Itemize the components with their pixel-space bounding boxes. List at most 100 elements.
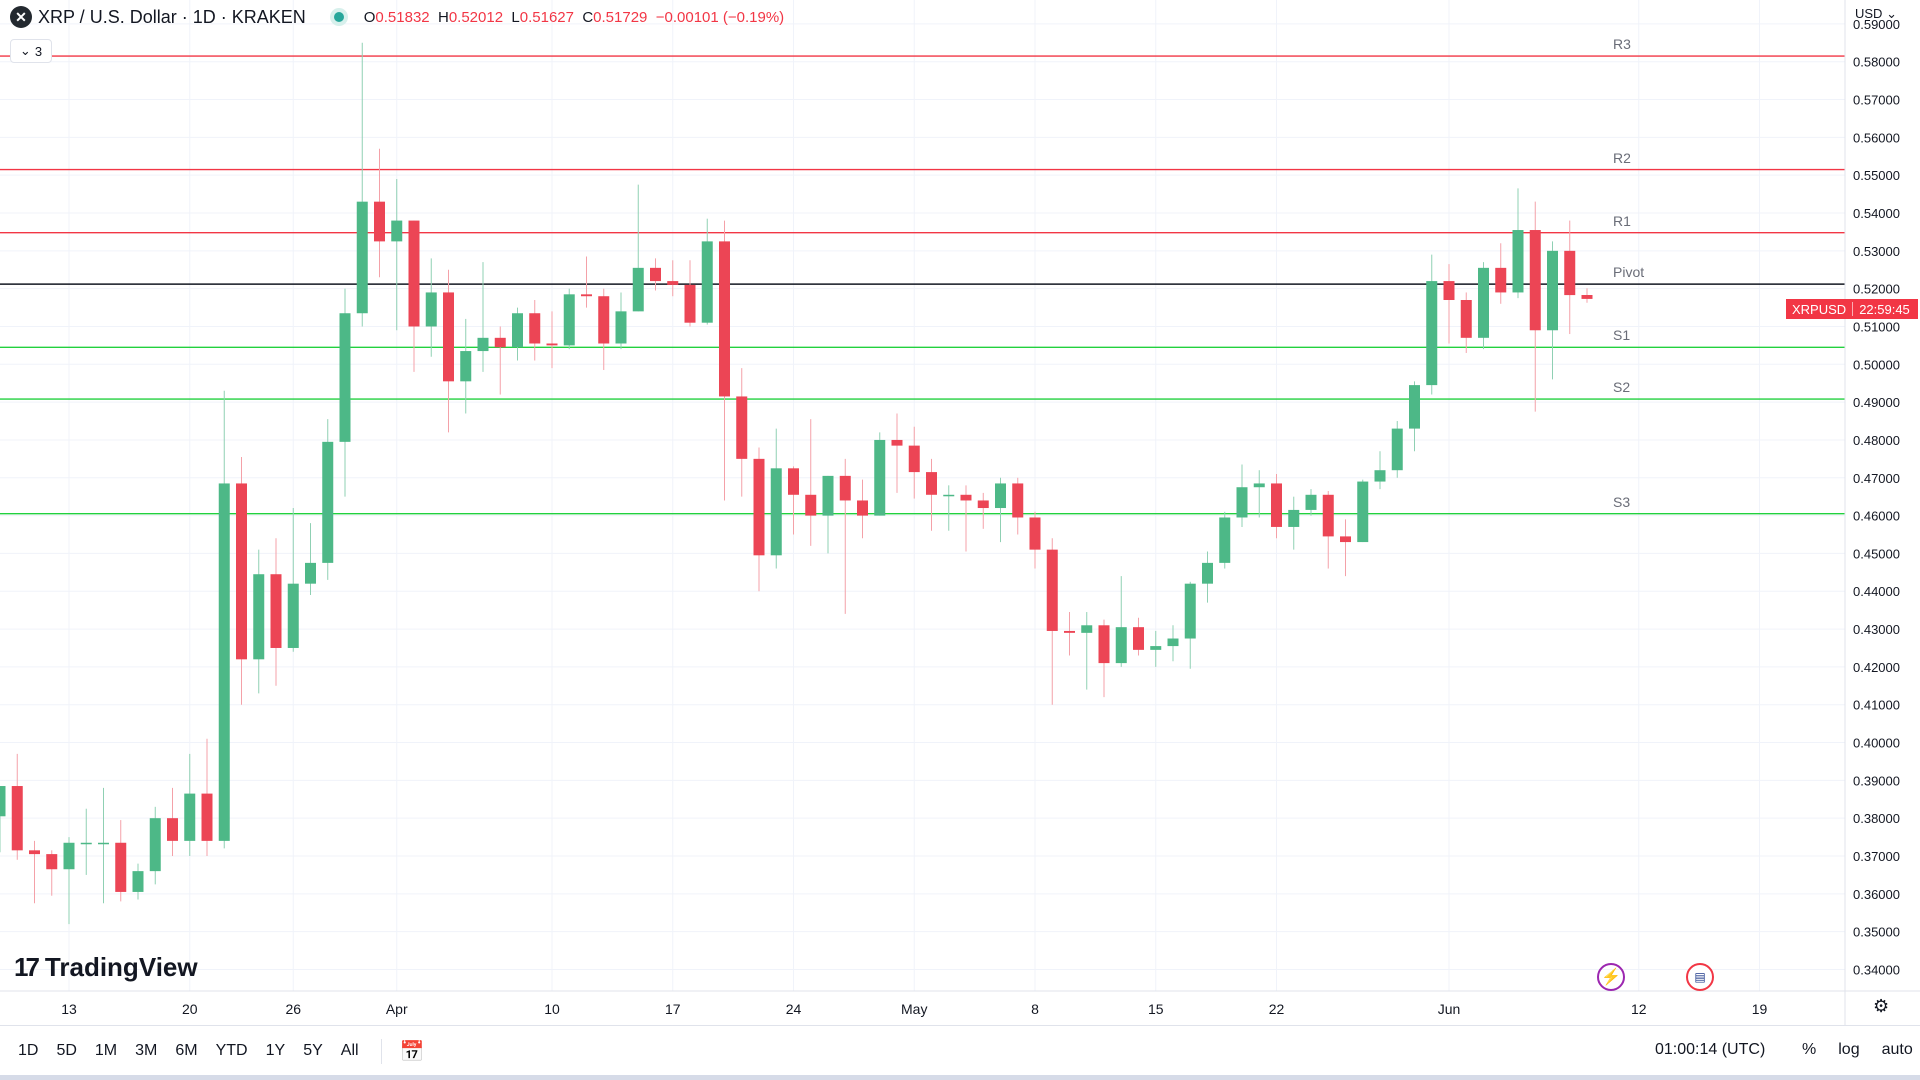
candle-body xyxy=(1271,483,1282,527)
level-label-r2: R2 xyxy=(1613,149,1631,166)
candle-body xyxy=(356,201,368,314)
price-axis-tick: 0.52000 xyxy=(1853,282,1900,297)
time-axis-tick: 26 xyxy=(285,1001,301,1017)
price-axis-tick: 0.48000 xyxy=(1853,433,1900,448)
candle-body xyxy=(615,311,627,344)
candle-body xyxy=(184,793,196,841)
range-ytd[interactable]: YTD xyxy=(215,1042,248,1059)
candle-body xyxy=(1184,583,1196,639)
bottom-toolbar: 1D 5D 1M 3M 6M YTD 1Y 5Y All 📅 01:00:14 (UTC) % l… xyxy=(0,1025,1920,1076)
price-axis-tick: 0.36000 xyxy=(1853,887,1900,902)
candle-body xyxy=(1012,483,1024,518)
candle-body xyxy=(494,337,506,348)
level-label-s3: S3 xyxy=(1613,493,1631,510)
candle-body xyxy=(719,241,730,397)
candle-body xyxy=(563,294,575,346)
candle-body xyxy=(1253,483,1265,488)
time-axis-tick: 20 xyxy=(182,1001,198,1017)
us-flag-event-icon[interactable]: ▤ xyxy=(1686,963,1714,991)
range-1y[interactable]: 1Y xyxy=(265,1042,286,1059)
scale-option-log[interactable]: log xyxy=(1838,1041,1860,1058)
candle-body xyxy=(270,574,282,648)
candle-body xyxy=(1236,487,1248,518)
scale-option-percent[interactable]: % xyxy=(1802,1041,1817,1058)
candle-body xyxy=(1547,250,1558,331)
candle-body xyxy=(1064,630,1075,633)
candle-body xyxy=(1150,646,1162,650)
level-label-r3: R3 xyxy=(1613,36,1631,53)
candle-body xyxy=(805,494,817,516)
price-axis-tick: 0.43000 xyxy=(1853,622,1900,637)
price-axis-tick: 0.44000 xyxy=(1853,584,1900,599)
candle-body xyxy=(995,483,1006,509)
candle-body xyxy=(98,842,109,845)
scale-option-auto[interactable]: auto xyxy=(1881,1041,1913,1058)
candle-body xyxy=(391,220,403,242)
last-price-tag: XRPUSD 22:59:45 xyxy=(1786,299,1918,319)
candle-body xyxy=(581,294,592,297)
range-all[interactable]: All xyxy=(340,1042,359,1059)
ohlc-values: O0.51832 H0.52012 L0.51627 C0.51729 −0.0… xyxy=(363,8,785,26)
candle-body xyxy=(1443,281,1455,301)
time-axis-tick: 17 xyxy=(665,1001,681,1017)
candle-body xyxy=(1167,638,1179,647)
range-1m[interactable]: 1M xyxy=(94,1042,118,1059)
candle-body xyxy=(667,281,679,285)
range-5y[interactable]: 5Y xyxy=(303,1042,323,1059)
candle-body xyxy=(1391,428,1403,471)
price-axis-tick: 0.50000 xyxy=(1853,357,1900,372)
candle-body xyxy=(425,292,437,327)
range-1d[interactable]: 1D xyxy=(18,1042,39,1059)
candle-body xyxy=(132,871,144,892)
price-axis-tick: 0.58000 xyxy=(1853,55,1900,70)
level-label-s1: S1 xyxy=(1613,327,1631,344)
xrp-logo-icon: ✕ xyxy=(10,6,32,28)
range-6m[interactable]: 6M xyxy=(175,1042,198,1059)
price-axis-tick: 0.40000 xyxy=(1853,736,1900,751)
candle-body xyxy=(512,313,523,348)
candle-body xyxy=(1512,230,1524,293)
time-range-selector: 1D 5D 1M 3M 6M YTD 1Y 5Y All xyxy=(18,1042,359,1060)
time-axis-tick: Jun xyxy=(1438,1001,1461,1017)
bottom-strip xyxy=(0,1075,1920,1080)
candle-body xyxy=(822,475,834,516)
time-axis-tick: Apr xyxy=(386,1001,408,1017)
candle-body xyxy=(874,439,886,516)
axis-settings-gear-icon[interactable]: ⚙ xyxy=(1873,996,1890,1016)
scale-options: % log auto xyxy=(1802,1041,1913,1059)
candle-body xyxy=(1133,627,1144,650)
candle-body xyxy=(339,313,351,442)
candle-body xyxy=(1046,549,1058,631)
symbol-title[interactable]: XRP / U.S. Dollar · 1D · KRAKEN xyxy=(38,6,306,27)
price-axis-tick: 0.55000 xyxy=(1853,168,1900,183)
time-axis-tick: 19 xyxy=(1752,1001,1768,1017)
price-axis-tick: 0.41000 xyxy=(1853,698,1900,713)
candle-body xyxy=(1426,281,1438,386)
candle-body xyxy=(1219,517,1231,563)
candle-body xyxy=(546,343,558,346)
currency-selector[interactable]: USD ⌄ xyxy=(1855,6,1897,21)
candle-body xyxy=(598,296,610,344)
candle-body xyxy=(736,396,748,459)
range-3m[interactable]: 3M xyxy=(135,1042,158,1059)
price-axis-tick: 0.56000 xyxy=(1853,130,1900,145)
candle-body xyxy=(632,267,644,312)
price-axis-tick: 0.35000 xyxy=(1853,925,1900,940)
utc-clock[interactable]: 01:00:14 (UTC) xyxy=(1655,1041,1766,1058)
indicators-toggle-button[interactable]: ⌄ 3 xyxy=(10,39,52,63)
time-axis-tick: 22 xyxy=(1269,1001,1285,1017)
bar-countdown: 22:59:45 xyxy=(1859,301,1910,317)
range-5d[interactable]: 5D xyxy=(56,1042,77,1059)
goto-date-calendar-icon[interactable]: 📅 xyxy=(380,1038,424,1064)
price-axis-tick: 0.51000 xyxy=(1853,319,1900,334)
candle-body xyxy=(1460,300,1472,338)
time-axis-tick: 8 xyxy=(1031,1001,1039,1017)
candle-body xyxy=(960,494,972,501)
price-axis-tick: 0.45000 xyxy=(1853,546,1900,561)
candle-body xyxy=(80,842,92,845)
candle-body xyxy=(460,351,472,382)
price-axis-tick: 0.37000 xyxy=(1853,849,1900,864)
candle-body xyxy=(201,793,213,841)
lightning-event-icon[interactable]: ⚡ xyxy=(1597,963,1625,991)
